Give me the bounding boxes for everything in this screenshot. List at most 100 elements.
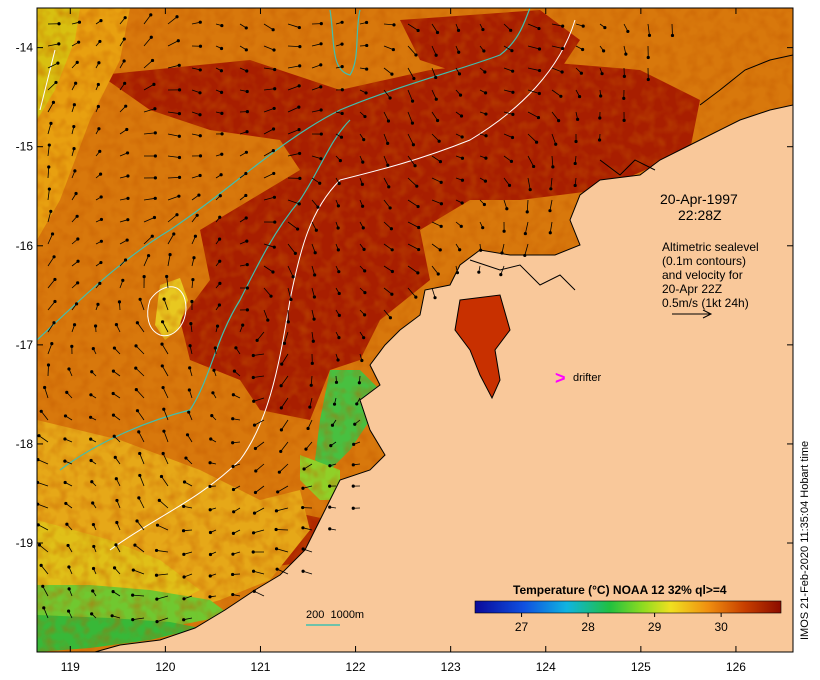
- velocity-arrow-head: [308, 405, 312, 409]
- velocity-arrow: [37, 482, 49, 487]
- velocity-arrow-head: [66, 543, 70, 548]
- velocity-arrow: [143, 235, 153, 245]
- velocity-arrow-head: [511, 112, 515, 116]
- velocity-arrow-head: [339, 135, 344, 139]
- velocity-arrow: [263, 287, 272, 297]
- velocity-arrow-head: [244, 216, 248, 220]
- velocity-arrow-head: [334, 380, 339, 384]
- velocity-arrow: [139, 299, 145, 311]
- velocity-arrow: [263, 173, 274, 179]
- velocity-arrow: [287, 265, 294, 277]
- velocity-arrow: [163, 409, 169, 421]
- velocity-arrow-head: [208, 461, 212, 465]
- velocity-arrow-head: [113, 455, 117, 459]
- velocity-arrow-head: [185, 433, 190, 437]
- velocity-arrow-head: [134, 366, 138, 370]
- velocity-arrow: [281, 353, 289, 365]
- velocity-arrow-head: [187, 410, 191, 414]
- velocity-arrow: [143, 37, 152, 47]
- velocity-arrow: [383, 309, 391, 318]
- velocity-arrow: [527, 67, 540, 71]
- velocity-arrow-head: [37, 434, 41, 438]
- velocity-arrow-head: [363, 114, 367, 119]
- velocity-arrow-head: [218, 281, 222, 285]
- velocity-arrow-head: [198, 173, 202, 178]
- velocity-arrow-head: [198, 44, 203, 48]
- time-label: 22:28Z: [678, 207, 722, 223]
- velocity-arrow: [167, 111, 180, 115]
- velocity-arrow: [138, 497, 145, 509]
- velocity-arrow-head: [89, 393, 93, 397]
- velocity-arrow-head: [272, 171, 276, 176]
- velocity-arrow-head: [152, 215, 157, 220]
- velocity-arrow-head: [416, 28, 420, 33]
- velocity-arrow: [527, 111, 539, 118]
- velocity-arrow: [407, 221, 419, 228]
- velocity-arrow-head: [482, 202, 486, 207]
- velocity-arrow-head: [272, 48, 276, 52]
- velocity-arrow-head: [360, 182, 364, 186]
- velocity-arrow-head: [306, 426, 310, 431]
- velocity-arrow-head: [415, 184, 419, 188]
- velocity-arrow-head: [523, 231, 527, 236]
- velocity-arrow-head: [435, 30, 440, 35]
- velocity-arrow-head: [319, 42, 323, 46]
- velocity-arrow-head: [365, 43, 369, 48]
- velocity-arrow-head: [505, 207, 509, 211]
- velocity-arrow-head: [212, 368, 216, 372]
- date-label: 20-Apr-1997: [660, 191, 738, 207]
- velocity-arrow-head: [414, 295, 418, 299]
- velocity-arrow-head: [337, 270, 341, 274]
- velocity-arrow-head: [511, 90, 515, 94]
- velocity-arrow-head: [160, 320, 165, 324]
- velocity-arrow-head: [297, 25, 301, 30]
- velocity-arrow-head: [328, 505, 332, 509]
- velocity-arrow-head: [560, 70, 564, 74]
- velocity-arrow: [156, 573, 169, 576]
- velocity-arrow-head: [115, 498, 119, 503]
- velocity-arrow-head: [208, 595, 212, 599]
- velocity-arrow: [287, 287, 292, 300]
- velocity-arrow-head: [39, 563, 43, 567]
- velocity-arrow-head: [295, 227, 300, 231]
- velocity-arrow-head: [573, 183, 577, 188]
- velocity-arrow-head: [251, 353, 255, 358]
- velocity-arrow-head: [114, 323, 119, 327]
- velocity-arrow-head: [77, 40, 81, 44]
- x-tick-label: 124: [536, 660, 556, 674]
- velocity-arrow-head: [340, 20, 344, 24]
- velocity-arrow-head: [177, 88, 182, 92]
- velocity-arrow-head: [149, 13, 153, 17]
- velocity-arrow-head: [195, 213, 199, 217]
- velocity-arrow-head: [161, 385, 165, 390]
- y-tick-label: -18: [16, 437, 34, 451]
- velocity-field: [37, 13, 675, 624]
- velocity-arrow-head: [208, 574, 212, 578]
- velocity-arrow-head: [386, 163, 390, 167]
- velocity-arrow: [383, 287, 393, 295]
- velocity-arrow-head: [319, 85, 323, 89]
- velocity-arrow-head: [336, 358, 340, 362]
- velocity-arrow-head: [76, 259, 80, 263]
- velocity-arrow-head: [337, 291, 341, 296]
- x-tick-label: 123: [441, 660, 461, 674]
- velocity-arrow-head: [182, 552, 186, 556]
- velocity-arrow-head: [76, 237, 80, 241]
- velocity-arrow: [47, 166, 50, 179]
- velocity-arrow-head: [47, 165, 51, 169]
- velocity-arrow-head: [63, 459, 67, 463]
- velocity-arrow-head: [414, 53, 418, 57]
- velocity-arrow: [159, 500, 169, 509]
- velocity-arrow: [134, 544, 145, 553]
- velocity-arrow-head: [266, 318, 270, 322]
- velocity-arrow-head: [64, 501, 68, 506]
- velocity-arrow-head: [275, 567, 279, 571]
- velocity-arrow: [263, 196, 275, 201]
- velocity-arrow: [524, 243, 529, 256]
- velocity-arrow: [161, 365, 169, 377]
- velocity-arrow: [47, 256, 55, 267]
- velocity-arrow: [47, 43, 59, 47]
- velocity-arrow: [281, 419, 289, 431]
- velocity-arrow: [254, 419, 265, 426]
- velocity-arrow-head: [460, 201, 464, 205]
